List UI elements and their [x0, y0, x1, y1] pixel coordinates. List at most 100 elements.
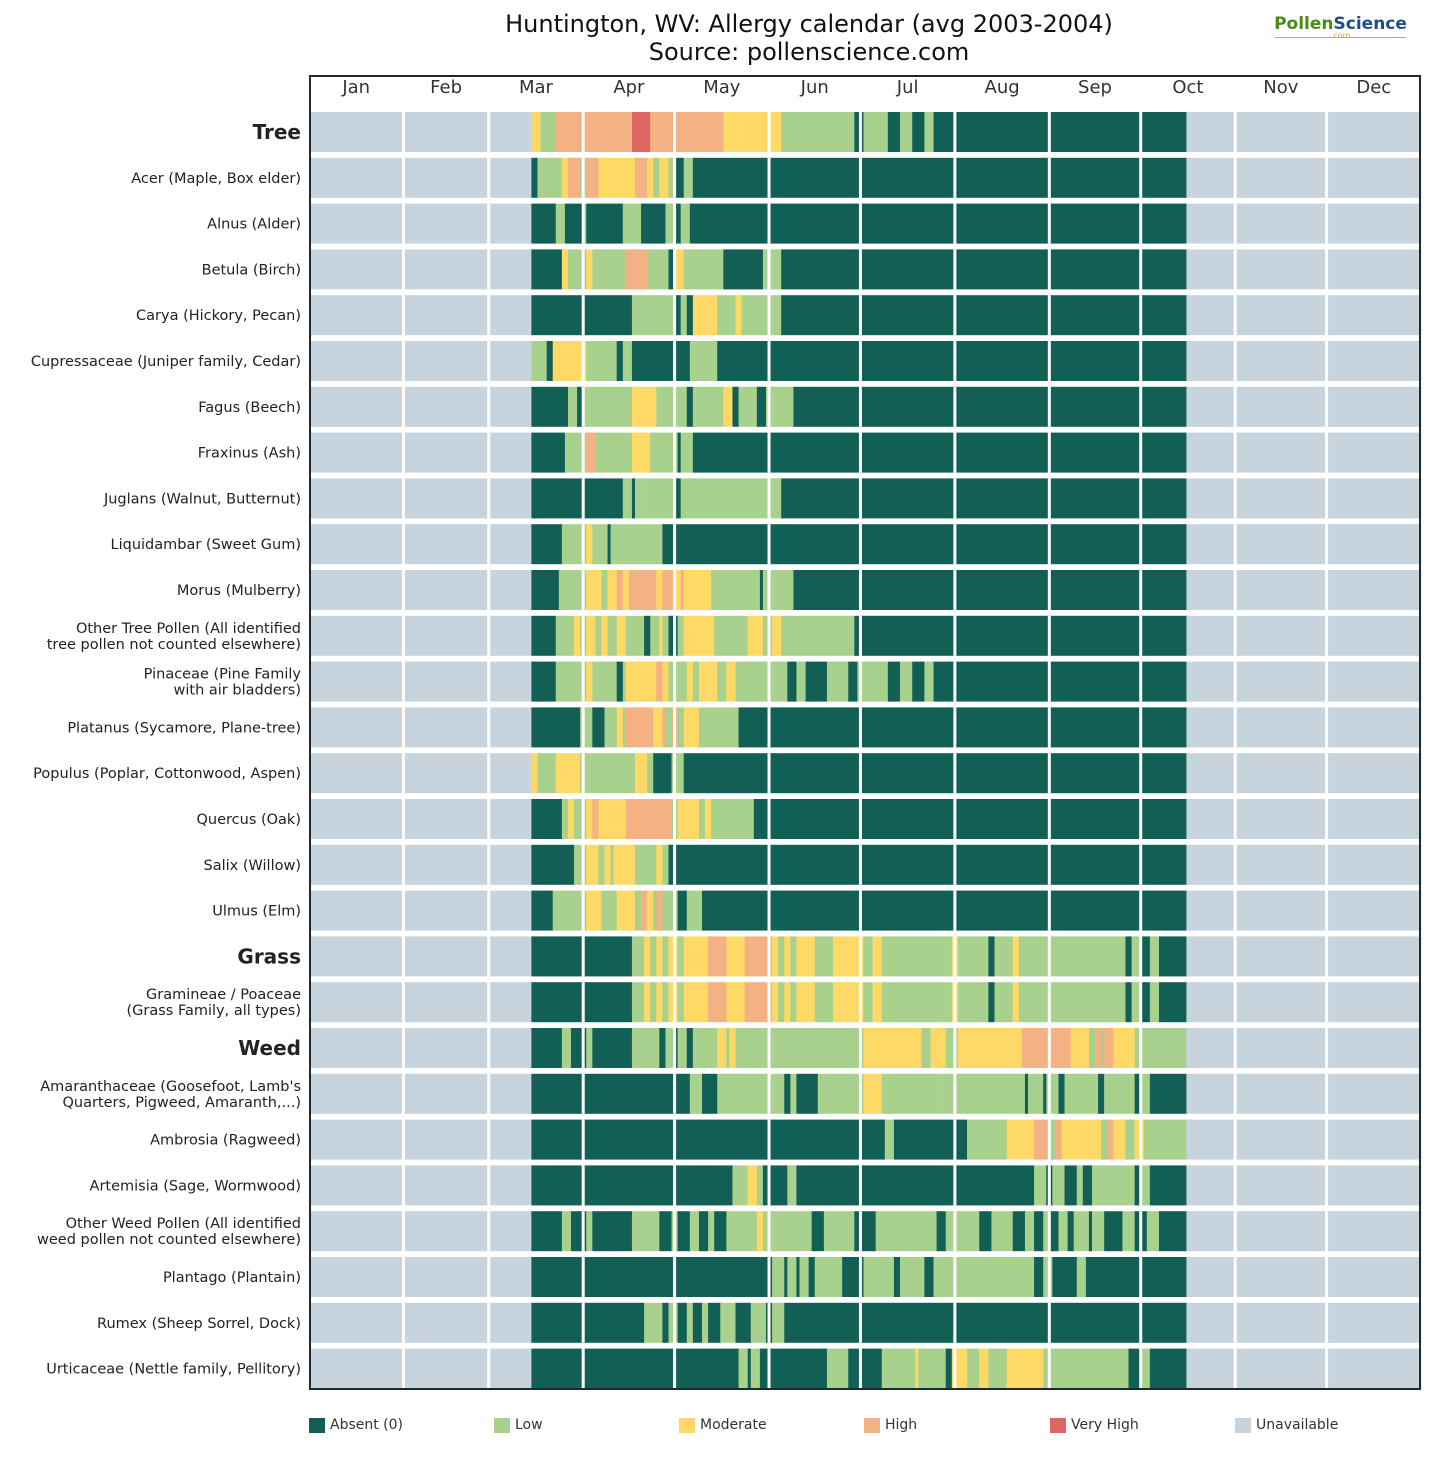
- heatmap-cell-low: [662, 982, 669, 1023]
- month-separator: [1139, 1348, 1143, 1389]
- month-separator: [401, 936, 405, 977]
- heatmap-cell-low: [826, 661, 849, 702]
- heatmap-row-1: [309, 157, 1422, 198]
- heatmap-cell-low: [1058, 1211, 1068, 1252]
- heatmap-cell-absent: [1143, 478, 1187, 519]
- heatmap-cell-high: [641, 890, 648, 931]
- heatmap-cell-low: [604, 707, 618, 748]
- month-separator: [673, 844, 677, 885]
- month-separator: [1047, 707, 1051, 748]
- month-separator: [1047, 1165, 1051, 1206]
- heatmap-cell-low: [720, 1302, 736, 1343]
- month-separator: [953, 707, 957, 748]
- heatmap-cell-moderate: [726, 936, 745, 977]
- heatmap-cell-low: [622, 478, 633, 519]
- heatmap-cell-unavailable: [309, 982, 532, 1023]
- heatmap-cell-moderate: [656, 936, 663, 977]
- month-separator: [1325, 570, 1329, 610]
- heatmap-cell-absent: [1149, 1165, 1187, 1206]
- month-separator: [487, 524, 491, 565]
- heatmap-cell-moderate: [957, 1028, 980, 1068]
- heatmap-cell-moderate: [735, 295, 742, 336]
- heatmap-cell-low: [994, 982, 1014, 1023]
- month-separator: [1047, 799, 1051, 839]
- month-separator: [1325, 432, 1329, 473]
- heatmap-cell-low: [631, 936, 645, 977]
- heatmap-cell-low: [680, 432, 694, 473]
- heatmap-cell-unavailable: [309, 478, 532, 519]
- heatmap-cell-moderate: [772, 615, 782, 656]
- month-separator: [487, 982, 491, 1023]
- heatmap-cell-low: [689, 478, 773, 519]
- row-label: Amaranthaceae (Goosefoot, Lamb's Quarters…: [40, 1079, 301, 1111]
- month-label-jul: Jul: [896, 77, 919, 98]
- heatmap-cell-moderate: [1012, 936, 1020, 977]
- heatmap-cell-moderate: [574, 615, 581, 656]
- heatmap-cell-low: [677, 753, 685, 794]
- heatmap-cell-low: [957, 982, 989, 1023]
- heatmap-cell-absent: [1024, 1073, 1029, 1114]
- month-separator: [581, 707, 585, 748]
- month-separator: [1233, 1028, 1237, 1068]
- heatmap-cell-absent: [784, 1302, 864, 1343]
- row-label: Other Weed Pollen (All identified weed po…: [37, 1216, 301, 1248]
- heatmap-cell-low: [936, 982, 953, 1023]
- month-separator: [487, 890, 491, 931]
- month-separator: [487, 478, 491, 519]
- heatmap-cell-low: [680, 295, 688, 336]
- heatmap-cell-unavailable: [309, 157, 532, 198]
- heatmap-cell-low: [574, 799, 581, 839]
- heatmap-cell-unavailable: [1186, 1119, 1422, 1160]
- month-separator: [1139, 661, 1143, 702]
- heatmap-cell-moderate: [656, 844, 663, 885]
- legend-swatch: [494, 1417, 510, 1433]
- heatmap-cell-low: [641, 844, 657, 885]
- month-separator: [1047, 1211, 1051, 1252]
- heatmap-cell-low: [698, 341, 718, 381]
- heatmap-cell-moderate: [729, 1028, 736, 1068]
- heatmap-cell-absent: [571, 1211, 581, 1252]
- month-label-may: May: [703, 77, 741, 98]
- month-separator: [1325, 753, 1329, 794]
- heatmap-cell-low: [622, 661, 627, 702]
- heatmap-cell-low: [601, 432, 633, 473]
- month-separator: [953, 661, 957, 702]
- heatmap-cell-low: [863, 936, 873, 977]
- month-separator: [767, 982, 771, 1023]
- month-separator: [1233, 203, 1237, 244]
- row-label: Artemisia (Sage, Wormwood): [90, 1178, 301, 1194]
- row-label: Plantago (Plantain): [163, 1270, 301, 1286]
- heatmap-cell-low: [796, 661, 806, 702]
- heatmap-cell-low: [555, 203, 566, 244]
- heatmap-cell-absent: [772, 844, 864, 885]
- month-separator: [953, 753, 957, 794]
- heatmap-cell-low: [555, 661, 581, 702]
- heatmap-cell-absent: [759, 1348, 767, 1389]
- heatmap-cell-absent: [1143, 432, 1187, 473]
- heatmap-cell-absent: [1143, 707, 1187, 748]
- heatmap-cell-unavailable: [1186, 295, 1422, 336]
- month-separator: [1139, 1211, 1143, 1252]
- month-separator: [1325, 1348, 1329, 1389]
- month-separator: [1139, 707, 1143, 748]
- heatmap-cell-unavailable: [1186, 1211, 1422, 1252]
- heatmap-cell-absent: [893, 1119, 959, 1160]
- month-separator: [401, 1348, 405, 1389]
- heatmap-cell-unavailable: [309, 1257, 532, 1297]
- heatmap-cell-absent: [796, 1257, 800, 1297]
- heatmap-cell-absent: [674, 203, 681, 244]
- heatmap-cell-moderate: [659, 157, 669, 198]
- heatmap-cell-low: [683, 157, 694, 198]
- heatmap-cell-absent: [1143, 890, 1187, 931]
- heatmap-cell-absent: [1058, 1073, 1065, 1114]
- heatmap-cell-absent: [772, 203, 864, 244]
- heatmap-cell-moderate: [957, 1348, 968, 1389]
- heatmap-cell-low: [686, 1302, 694, 1343]
- heatmap-cell-absent: [531, 1348, 581, 1389]
- heatmap-cell-unavailable: [309, 432, 532, 473]
- heatmap-cell-absent: [677, 524, 773, 565]
- row-label: Betula (Birch): [202, 262, 301, 278]
- month-separator: [767, 661, 771, 702]
- month-separator: [767, 203, 771, 244]
- month-label-dec: Dec: [1356, 77, 1391, 98]
